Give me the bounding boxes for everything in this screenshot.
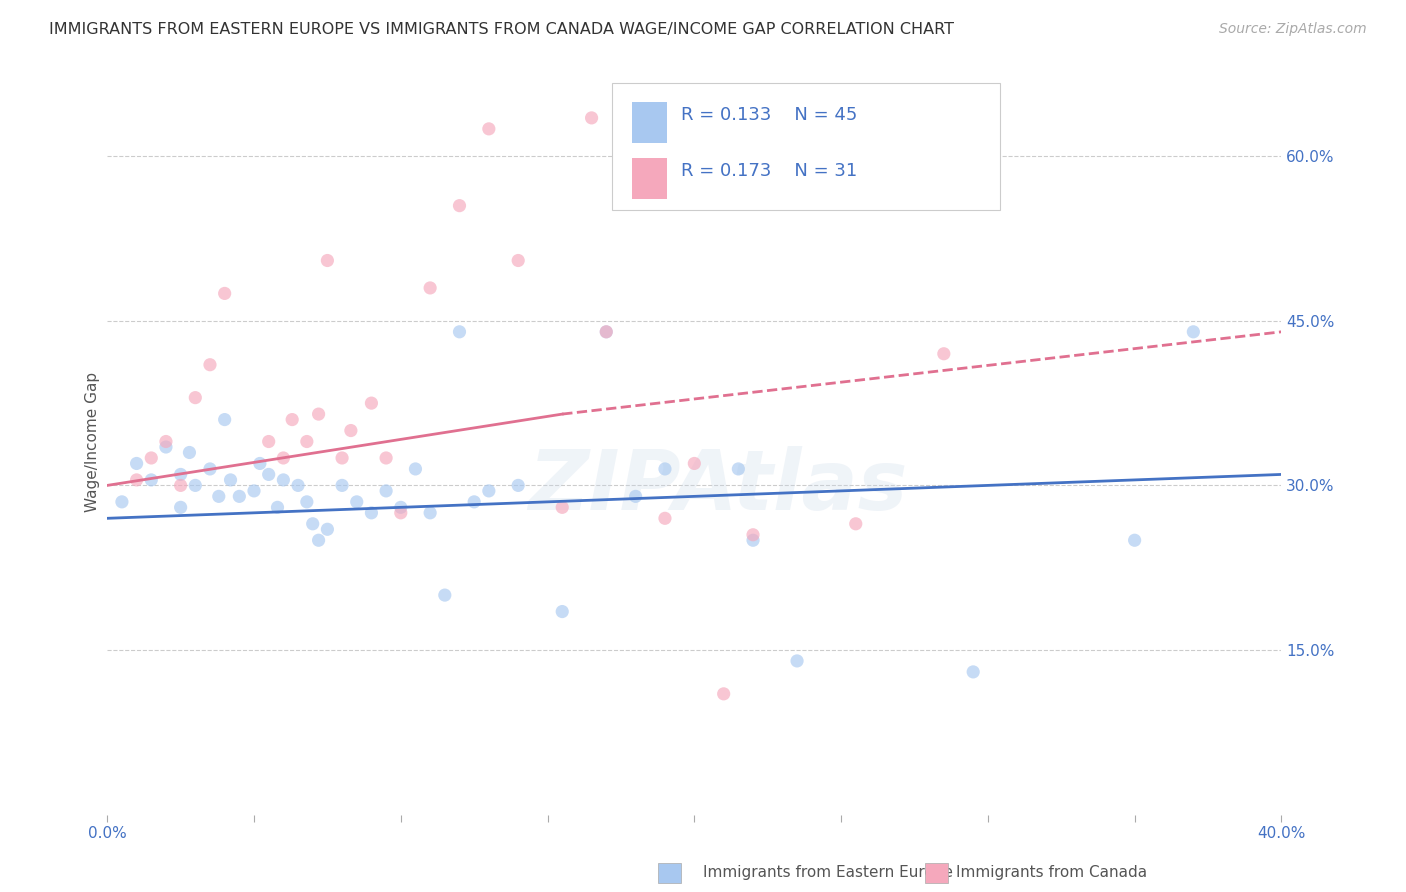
Point bbox=[208, 489, 231, 503]
Point bbox=[228, 489, 250, 503]
Point bbox=[169, 500, 191, 515]
Point bbox=[287, 478, 309, 492]
Point bbox=[404, 462, 426, 476]
Text: Immigrants from Canada: Immigrants from Canada bbox=[956, 865, 1147, 880]
Point bbox=[214, 286, 236, 301]
Text: ZIPAtlas: ZIPAtlas bbox=[529, 446, 907, 527]
Point bbox=[330, 478, 353, 492]
Point bbox=[273, 450, 295, 465]
Point bbox=[654, 462, 676, 476]
Point bbox=[169, 467, 191, 482]
Point bbox=[595, 325, 617, 339]
Point bbox=[551, 605, 574, 619]
Point bbox=[257, 467, 280, 482]
Point bbox=[419, 506, 441, 520]
Point bbox=[155, 434, 177, 449]
Point bbox=[316, 522, 339, 536]
Point bbox=[449, 199, 471, 213]
Text: IMMIGRANTS FROM EASTERN EUROPE VS IMMIGRANTS FROM CANADA WAGE/INCOME GAP CORRELA: IMMIGRANTS FROM EASTERN EUROPE VS IMMIGR… bbox=[49, 22, 955, 37]
Point bbox=[249, 457, 271, 471]
Point bbox=[962, 665, 984, 679]
Point bbox=[111, 495, 134, 509]
Point bbox=[316, 253, 339, 268]
Point bbox=[389, 500, 412, 515]
Point bbox=[308, 533, 330, 548]
Point bbox=[595, 325, 617, 339]
Point bbox=[508, 253, 530, 268]
Text: R = 0.133    N = 45: R = 0.133 N = 45 bbox=[682, 106, 858, 124]
Point bbox=[551, 500, 574, 515]
Point bbox=[360, 396, 382, 410]
Point bbox=[463, 495, 485, 509]
Point bbox=[419, 281, 441, 295]
Point bbox=[308, 407, 330, 421]
Point bbox=[219, 473, 242, 487]
Point bbox=[198, 462, 221, 476]
Text: Immigrants from Eastern Europe: Immigrants from Eastern Europe bbox=[703, 865, 953, 880]
Point bbox=[243, 483, 266, 498]
Point bbox=[478, 121, 501, 136]
Point bbox=[932, 347, 955, 361]
Y-axis label: Wage/Income Gap: Wage/Income Gap bbox=[86, 371, 100, 512]
Point bbox=[340, 424, 363, 438]
Point bbox=[1123, 533, 1146, 548]
Point bbox=[786, 654, 808, 668]
Point bbox=[184, 391, 207, 405]
Point bbox=[727, 462, 749, 476]
Text: R = 0.173    N = 31: R = 0.173 N = 31 bbox=[682, 161, 858, 180]
Point bbox=[1182, 325, 1205, 339]
Point bbox=[742, 528, 765, 542]
Point bbox=[360, 506, 382, 520]
Point bbox=[169, 478, 191, 492]
Point bbox=[683, 457, 706, 471]
Point bbox=[654, 511, 676, 525]
Point bbox=[449, 325, 471, 339]
Point bbox=[389, 506, 412, 520]
FancyBboxPatch shape bbox=[633, 102, 668, 143]
Point bbox=[155, 440, 177, 454]
Point bbox=[281, 412, 304, 426]
Point bbox=[433, 588, 456, 602]
Point bbox=[184, 478, 207, 492]
Point bbox=[141, 473, 163, 487]
Point bbox=[266, 500, 288, 515]
Point bbox=[508, 478, 530, 492]
Point bbox=[295, 434, 318, 449]
FancyBboxPatch shape bbox=[612, 84, 1000, 211]
Point bbox=[179, 445, 201, 459]
Point bbox=[330, 450, 353, 465]
Point bbox=[478, 483, 501, 498]
Point bbox=[845, 516, 868, 531]
Point bbox=[125, 473, 148, 487]
FancyBboxPatch shape bbox=[633, 158, 668, 199]
Point bbox=[125, 457, 148, 471]
Point bbox=[713, 687, 735, 701]
Point bbox=[375, 450, 398, 465]
Point bbox=[346, 495, 368, 509]
Point bbox=[581, 111, 603, 125]
Point bbox=[214, 412, 236, 426]
Point bbox=[624, 489, 647, 503]
Point bbox=[141, 450, 163, 465]
Point bbox=[295, 495, 318, 509]
Point bbox=[273, 473, 295, 487]
Point bbox=[742, 533, 765, 548]
Point bbox=[198, 358, 221, 372]
Point bbox=[375, 483, 398, 498]
Point bbox=[257, 434, 280, 449]
Point bbox=[301, 516, 323, 531]
Text: Source: ZipAtlas.com: Source: ZipAtlas.com bbox=[1219, 22, 1367, 37]
